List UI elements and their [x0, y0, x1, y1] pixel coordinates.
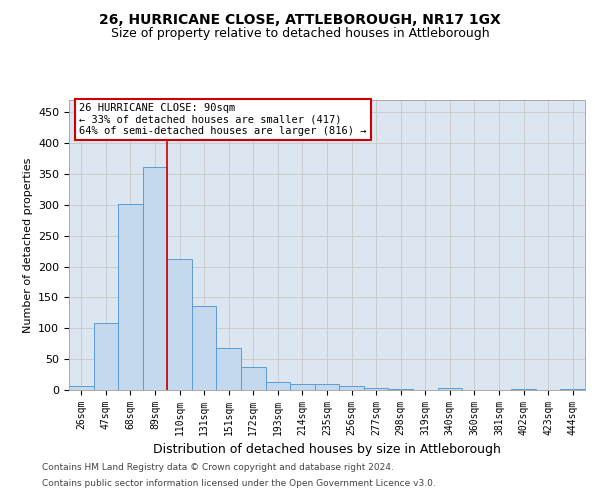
Bar: [290, 384, 315, 390]
Text: Contains public sector information licensed under the Open Government Licence v3: Contains public sector information licen…: [42, 478, 436, 488]
Bar: [118, 204, 143, 390]
Text: 26, HURRICANE CLOSE, ATTLEBOROUGH, NR17 1GX: 26, HURRICANE CLOSE, ATTLEBOROUGH, NR17 …: [99, 12, 501, 26]
Bar: [339, 386, 364, 390]
Bar: [437, 388, 462, 390]
Text: Contains HM Land Registry data © Crown copyright and database right 2024.: Contains HM Land Registry data © Crown c…: [42, 464, 394, 472]
Bar: [69, 386, 94, 390]
Bar: [143, 166, 167, 390]
Y-axis label: Number of detached properties: Number of detached properties: [23, 158, 32, 332]
Bar: [388, 389, 413, 390]
Text: Size of property relative to detached houses in Attleborough: Size of property relative to detached ho…: [110, 28, 490, 40]
Bar: [266, 382, 290, 390]
Bar: [511, 389, 536, 390]
Bar: [167, 258, 192, 390]
Bar: [241, 366, 266, 390]
Text: 26 HURRICANE CLOSE: 90sqm
← 33% of detached houses are smaller (417)
64% of semi: 26 HURRICANE CLOSE: 90sqm ← 33% of detac…: [79, 103, 367, 136]
Bar: [364, 388, 388, 390]
Bar: [217, 348, 241, 390]
Bar: [94, 324, 118, 390]
Bar: [315, 384, 339, 390]
X-axis label: Distribution of detached houses by size in Attleborough: Distribution of detached houses by size …: [153, 444, 501, 456]
Bar: [560, 389, 585, 390]
Bar: [192, 306, 217, 390]
